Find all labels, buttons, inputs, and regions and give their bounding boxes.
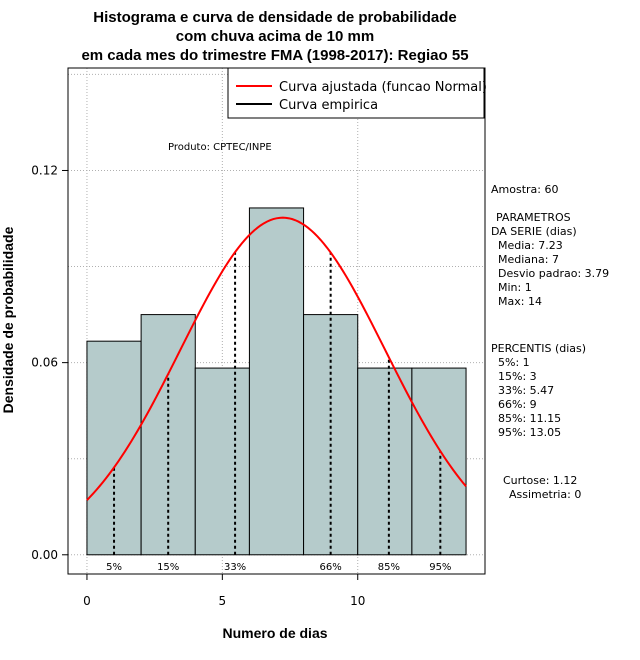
- percentile-label-1: 5%: [106, 562, 122, 573]
- axes: 0 5 10 0.00 0.06 0.12: [31, 67, 486, 608]
- x-axis-title: Numero de dias: [222, 625, 327, 641]
- histogram-bar-1: [86, 340, 142, 556]
- legend: Curva ajustada (funcao Normal) Curva emp…: [227, 67, 487, 119]
- stats-panel: Amostra: 60 PARAMETROS DA SERIE (dias) M…: [491, 183, 609, 501]
- histogram-bars: [86, 207, 467, 556]
- y-tick-label-1: 0.06: [31, 356, 58, 370]
- stats-media: Media: 7.23: [498, 239, 563, 252]
- percentile-label-6: 95%: [429, 562, 451, 573]
- percentile-label-2: 15%: [157, 562, 179, 573]
- normal-fit-curve: [86, 216, 467, 501]
- stats-p85: 85%: 11.15: [498, 412, 561, 425]
- stats-curtose: Curtose: 1.12: [503, 474, 577, 487]
- stats-p33: 33%: 5.47: [498, 384, 554, 397]
- stats-p15: 15%: 3: [498, 370, 537, 383]
- y-axis-title: Densidade de probabilidade: [0, 226, 16, 413]
- y-tick-label-0: 0.00: [31, 548, 58, 562]
- percentile-markers: 5% 15% 33% 66% 85% 95%: [106, 252, 451, 573]
- x-tick-label-10: 10: [350, 594, 365, 608]
- stats-min: Min: 1: [498, 281, 532, 294]
- stats-mediana: Mediana: 7: [498, 253, 559, 266]
- percentile-label-5: 85%: [378, 562, 400, 573]
- stats-desvio: Desvio padrao: 3.79: [498, 267, 609, 280]
- legend-label-normal: Curva ajustada (funcao Normal): [279, 80, 487, 95]
- stats-parametros-title: PARAMETROS: [496, 211, 571, 224]
- product-annotation: Produto: CPTEC/INPE: [168, 142, 272, 153]
- stats-amostra: Amostra: 60: [491, 183, 558, 196]
- stats-parametros-subtitle: DA SERIE (dias): [491, 225, 577, 238]
- legend-label-empirica: Curva empirica: [279, 98, 378, 113]
- chart-title-line-1: Histograma e curva de densidade de proba…: [93, 9, 456, 26]
- chart-title-line-3: em cada mes do trimestre FMA (1998-2017)…: [81, 47, 468, 64]
- legend-box: [227, 67, 485, 119]
- percentile-label-3: 33%: [224, 562, 246, 573]
- y-tick-label-2: 0.12: [31, 163, 58, 177]
- stats-p66: 66%: 9: [498, 398, 537, 411]
- stats-p5: 5%: 1: [498, 356, 530, 369]
- histogram-bar-7: [411, 367, 467, 556]
- stats-max: Max: 14: [498, 295, 542, 308]
- histogram-bar-6: [357, 367, 413, 556]
- histogram-bar-3: [194, 367, 250, 556]
- normal-curve-path: [86, 216, 467, 501]
- x-tick-label-5: 5: [219, 594, 227, 608]
- stats-p95: 95%: 13.05: [498, 426, 561, 439]
- histogram-bar-4: [248, 207, 305, 556]
- chart-title-line-2: com chuva acima de 10 mm: [176, 28, 374, 45]
- stats-percentis-title: PERCENTIS (dias): [491, 342, 586, 355]
- stats-assimetria: Assimetria: 0: [509, 488, 581, 501]
- percentile-label-4: 66%: [320, 562, 342, 573]
- x-tick-label-0: 0: [83, 594, 91, 608]
